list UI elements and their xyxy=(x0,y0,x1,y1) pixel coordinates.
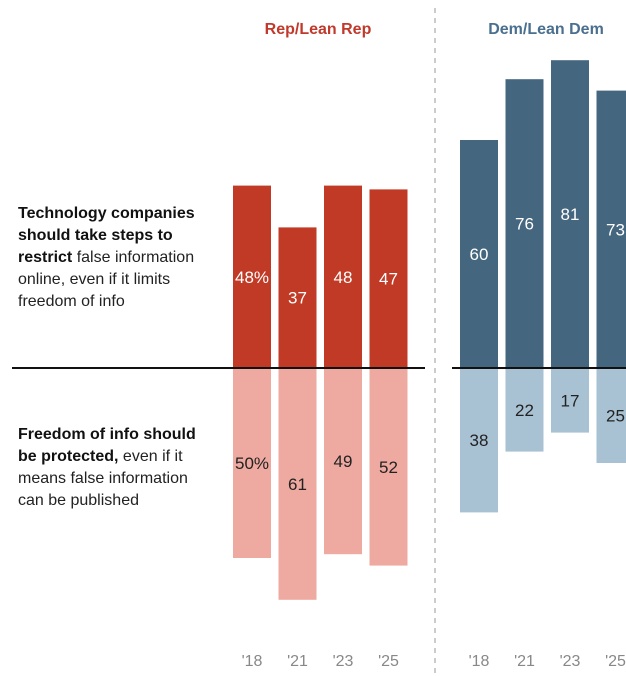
bar-rep-restrict-0 xyxy=(233,185,271,368)
bar-dem-protect-0 xyxy=(460,368,498,513)
bar-label-dem-restrict-0: 60 xyxy=(470,245,489,264)
bar-label-rep-restrict-0: 48% xyxy=(235,268,269,287)
bar-label-rep-protect-0: 50% xyxy=(235,454,269,473)
bar-label-rep-restrict-1: 37 xyxy=(288,289,307,308)
bar-label-dem-protect-2: 17 xyxy=(561,391,580,410)
bar-label-rep-protect-2: 49 xyxy=(334,452,353,471)
row-label-restrict: Technology companies should take steps t… xyxy=(18,203,218,313)
bar-rep-protect-0 xyxy=(233,368,271,558)
bar-rep-protect-3 xyxy=(369,368,408,566)
group-title-rep: Rep/Lean Rep xyxy=(265,21,372,38)
row-label-protect: Freedom of info should be protected, eve… xyxy=(18,424,218,512)
bar-dem-restrict-2 xyxy=(551,60,589,368)
bar-label-dem-restrict-3: 73 xyxy=(606,220,625,239)
x-tick-rep-3: '25 xyxy=(378,653,399,670)
bar-label-dem-restrict-1: 76 xyxy=(515,215,534,234)
x-tick-dem-0: '18 xyxy=(469,653,490,670)
bar-dem-restrict-1 xyxy=(505,79,544,368)
x-tick-dem-2: '23 xyxy=(560,653,581,670)
bar-dem-protect-3 xyxy=(596,368,626,463)
bar-rep-restrict-3 xyxy=(369,189,408,368)
row-label-restrict-bold: Technology companies should take steps t… xyxy=(18,205,195,266)
bar-rep-restrict-2 xyxy=(324,185,362,368)
x-tick-rep-1: '21 xyxy=(287,653,308,670)
x-tick-rep-2: '23 xyxy=(333,653,354,670)
bar-label-dem-protect-0: 38 xyxy=(470,431,489,450)
bar-label-rep-protect-1: 61 xyxy=(288,475,307,494)
x-tick-dem-1: '21 xyxy=(514,653,535,670)
x-tick-rep-0: '18 xyxy=(242,653,263,670)
x-tick-dem-3: '25 xyxy=(605,653,626,670)
bar-dem-protect-2 xyxy=(551,368,589,433)
bar-label-rep-restrict-3: 47 xyxy=(379,270,398,289)
bar-label-dem-protect-1: 22 xyxy=(515,401,534,420)
bar-rep-protect-2 xyxy=(324,368,362,555)
bar-label-dem-protect-3: 25 xyxy=(606,407,625,426)
group-title-dem: Dem/Lean Dem xyxy=(488,21,604,38)
bar-label-rep-protect-3: 52 xyxy=(379,458,398,477)
bar-rep-protect-1 xyxy=(278,368,317,600)
bar-dem-protect-1 xyxy=(505,368,544,452)
bar-label-dem-restrict-2: 81 xyxy=(561,205,580,224)
bar-dem-restrict-3 xyxy=(596,90,626,368)
row-label-protect-rest: even if it means false information can b… xyxy=(18,448,188,509)
bar-label-rep-restrict-2: 48 xyxy=(334,268,353,287)
bar-dem-restrict-0 xyxy=(460,140,498,368)
bar-rep-restrict-1 xyxy=(278,227,317,368)
row-label-protect-bold: Freedom of info should be protected, xyxy=(18,426,196,465)
row-label-restrict-rest: false information online, even if it lim… xyxy=(18,249,195,310)
